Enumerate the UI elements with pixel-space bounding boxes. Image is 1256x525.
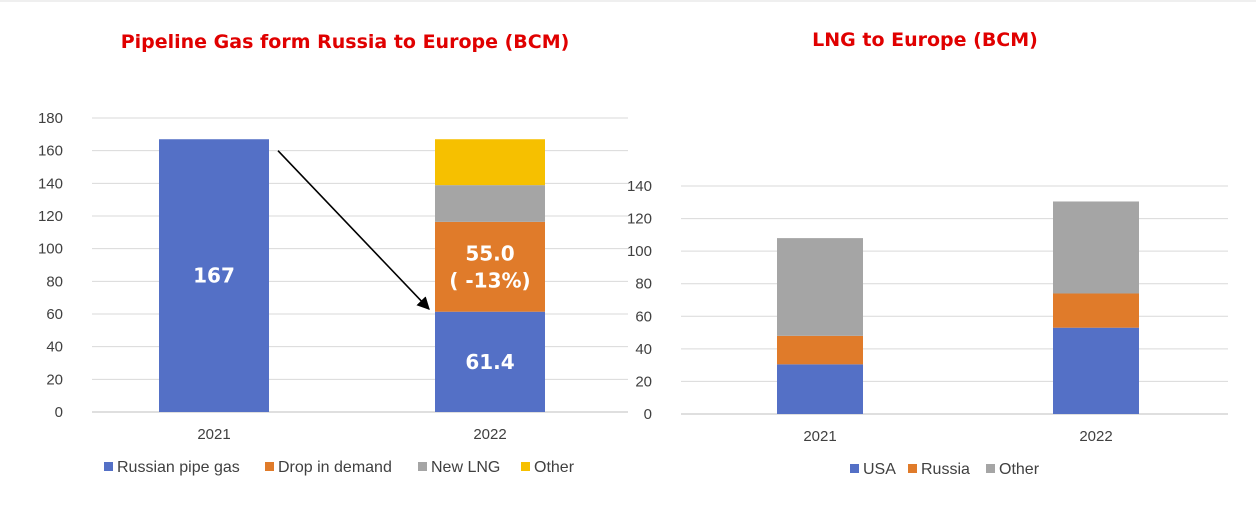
- lng-bar-2021-russia: [777, 335, 863, 365]
- pipeline-legend-swatch-russian-pipe-gas: [104, 462, 113, 471]
- lng-y-tick-label: 0: [644, 406, 652, 423]
- pipeline-y-tick-label: 180: [38, 110, 63, 127]
- pipeline-bar-2022-other: [435, 139, 545, 186]
- pipeline-y-tick-label: 80: [46, 273, 63, 290]
- lng-legend-swatch-other: [986, 464, 995, 473]
- pipeline-legend-label-other: Other: [534, 459, 575, 476]
- lng-x-tick-label-2021: 2021: [803, 428, 836, 445]
- pipeline-data-label-2022-drop-in-demand: ( -13%): [449, 268, 530, 292]
- pipeline-legend-swatch-new-lng: [418, 462, 427, 471]
- lng-y-tick-label: 100: [627, 243, 652, 260]
- pipeline-legend-swatch-other: [521, 462, 530, 471]
- pipeline-legend-label-drop-in-demand: Drop in demand: [278, 459, 392, 476]
- pipeline-x-tick-label-2022: 2022: [473, 426, 506, 443]
- lng-y-tick-label: 120: [627, 211, 652, 228]
- pipeline-bar-2021-russian-pipe-gas: [159, 139, 269, 412]
- pipeline-bar-2022-russian-pipe-gas: [435, 311, 545, 412]
- lng-bar-2022-russia: [1053, 293, 1139, 328]
- pipeline-y-tick-label: 100: [38, 241, 63, 258]
- pipeline-y-tick-label: 160: [38, 143, 63, 160]
- chart-title-pipeline: Pipeline Gas form Russia to Europe (BCM): [120, 31, 570, 53]
- lng-y-tick-label: 80: [635, 276, 652, 293]
- pipeline-y-tick-label: 0: [55, 404, 63, 421]
- pipeline-x-tick-label-2021: 2021: [197, 426, 230, 443]
- lng-legend-label-usa: USA: [863, 461, 896, 478]
- pipeline-data-label-2022-russian-pipe-gas: 61.4: [465, 350, 514, 374]
- pipeline-bar-2022-drop-in-demand: [435, 221, 545, 312]
- lng-y-tick-label: 60: [635, 308, 652, 325]
- pipeline-y-tick-label: 60: [46, 306, 63, 323]
- pipeline-chart: 0 20 40 60 80 100 120 140 160 180 2021 2022 167 61.4 5…: [38, 110, 628, 476]
- lng-bar-2021-other: [777, 238, 863, 336]
- lng-chart: 0 20 40 60 80 100 120 140 2021 2022 USA Russia Other: [627, 178, 1228, 478]
- pipeline-y-tick-label: 40: [46, 339, 63, 356]
- chart-title-lng: LNG to Europe (BCM): [812, 29, 1038, 51]
- lng-bar-2022-other: [1053, 201, 1139, 294]
- pipeline-legend-swatch-drop-in-demand: [265, 462, 274, 471]
- lng-legend-label-other: Other: [999, 461, 1040, 478]
- lng-y-tick-label: 140: [627, 178, 652, 195]
- lng-legend-label-russia: Russia: [921, 461, 970, 478]
- pipeline-legend-label-new-lng: New LNG: [431, 459, 500, 476]
- pipeline-y-tick-label: 140: [38, 175, 63, 192]
- lng-bar-2022-usa: [1053, 327, 1139, 414]
- pipeline-data-label-2022-drop-in-demand: 55.0: [465, 241, 514, 265]
- lng-bar-2021-usa: [777, 364, 863, 414]
- lng-legend-swatch-russia: [908, 464, 917, 473]
- pipeline-legend-label-russian-pipe-gas: Russian pipe gas: [117, 459, 240, 476]
- pipeline-data-label-2021-russian-pipe-gas: 167: [193, 264, 235, 288]
- top-divider: [0, 0, 1256, 2]
- pipeline-y-tick-label: 20: [46, 371, 63, 388]
- lng-y-tick-label: 20: [635, 373, 652, 390]
- lng-x-tick-label-2022: 2022: [1079, 428, 1112, 445]
- lng-y-tick-label: 40: [635, 341, 652, 358]
- pipeline-bar-2022-new-lng: [435, 185, 545, 222]
- pipeline-y-tick-label: 120: [38, 208, 63, 225]
- lng-legend-swatch-usa: [850, 464, 859, 473]
- pipeline-decline-arrow: [277, 150, 430, 311]
